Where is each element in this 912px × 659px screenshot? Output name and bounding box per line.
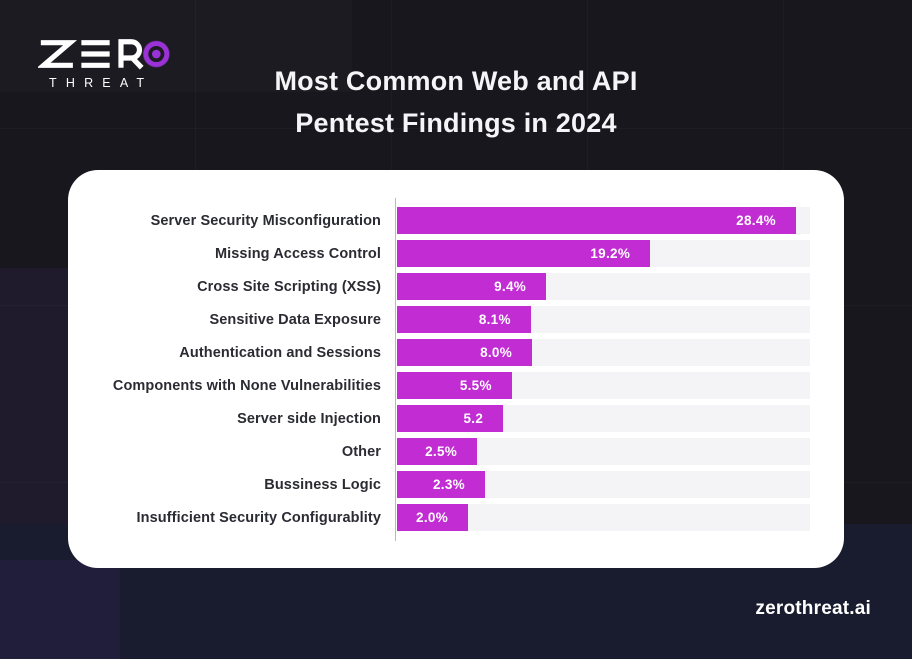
- chart-card: Server Security Misconfiguration 28.4% Mis…: [68, 170, 844, 568]
- bar-track: 2.3%: [397, 471, 810, 498]
- bar-track: 2.0%: [397, 504, 810, 531]
- zerothreat-logo: THREAT: [38, 38, 178, 90]
- logo-letter-z: [38, 40, 78, 68]
- chart-row: Components with None Vulnerabilities 5.5%: [68, 372, 810, 399]
- logo-letter-r: [118, 39, 144, 70]
- bar-value-label: 5.2: [463, 411, 484, 426]
- bar-value-label: 28.4%: [736, 213, 776, 228]
- bar: 8.0%: [397, 339, 533, 366]
- bar: 9.4%: [397, 273, 547, 300]
- category-label: Sensitive Data Exposure: [209, 311, 381, 328]
- bar-track: 9.4%: [397, 273, 810, 300]
- bar-value-label: 19.2%: [590, 246, 631, 261]
- logo-zero-wordmark: [38, 39, 170, 70]
- chart-row: Server side Injection 5.2: [68, 405, 810, 432]
- bar-value-label: 9.4%: [494, 279, 527, 294]
- bar-chart: Server Security Misconfiguration 28.4% Mis…: [68, 207, 810, 531]
- bar: 2.0%: [397, 504, 469, 531]
- chart-row: Bussiness Logic 2.3%: [68, 471, 810, 498]
- bar: 2.5%: [397, 438, 478, 465]
- category-label: Server side Injection: [237, 410, 381, 427]
- bar: 8.1%: [397, 306, 531, 333]
- bar-value-label: 8.0%: [480, 345, 513, 360]
- bar: 19.2%: [397, 240, 651, 267]
- logo-target-o-icon: [142, 40, 170, 68]
- chart-row: Sensitive Data Exposure 8.1%: [68, 306, 810, 333]
- website-url: zerothreat.ai: [755, 598, 871, 619]
- chart-title-line1: Most Common Web and API: [274, 66, 638, 96]
- bar-track: 5.2: [397, 405, 810, 432]
- chart-row: Server Security Misconfiguration 28.4%: [68, 207, 810, 234]
- bar-track: 8.0%: [397, 339, 810, 366]
- category-label: Authentication and Sessions: [179, 344, 381, 361]
- axis-line: [395, 198, 396, 541]
- chart-row: Insufficient Security Configurablity 2.0%: [68, 504, 810, 531]
- category-label: Other: [341, 443, 381, 460]
- chart-row: Other 2.5%: [68, 438, 810, 465]
- bar-value-label: 5.5%: [459, 378, 492, 393]
- bar-track: 2.5%: [397, 438, 810, 465]
- bar-track: 19.2%: [397, 240, 810, 267]
- bar: 28.4%: [397, 207, 796, 234]
- bar-track: 28.4%: [397, 207, 810, 234]
- category-label: Insufficient Security Configurablity: [136, 509, 381, 526]
- chart-row: Missing Access Control 19.2%: [68, 240, 810, 267]
- category-label: Bussiness Logic: [264, 476, 381, 493]
- bar-value-label: 2.5%: [425, 444, 458, 459]
- category-label: Server Security Misconfiguration: [150, 212, 381, 229]
- bar-track: 8.1%: [397, 306, 810, 333]
- bar-value-label: 8.1%: [478, 312, 511, 327]
- chart-title: Most Common Web and API Pentest Findings…: [0, 60, 912, 144]
- chart-row: Authentication and Sessions 8.0%: [68, 339, 810, 366]
- bar: 5.2: [397, 405, 504, 432]
- category-label: Cross Site Scripting (XSS): [197, 278, 381, 295]
- bar-value-label: 2.3%: [432, 477, 465, 492]
- logo-letter-e: [81, 40, 110, 68]
- category-label: Components with None Vulnerabilities: [112, 377, 381, 394]
- chart-row: Cross Site Scripting (XSS) 9.4%: [68, 273, 810, 300]
- chart-title-line2: Pentest Findings in 2024: [295, 108, 617, 138]
- bar: 5.5%: [397, 372, 512, 399]
- category-label: Missing Access Control: [214, 245, 381, 262]
- bar-value-label: 2.0%: [416, 510, 449, 525]
- logo-threat-text: THREAT: [49, 76, 154, 90]
- background-patch-bottom-left: [0, 560, 120, 659]
- bar-track: 5.5%: [397, 372, 810, 399]
- bar: 2.3%: [397, 471, 485, 498]
